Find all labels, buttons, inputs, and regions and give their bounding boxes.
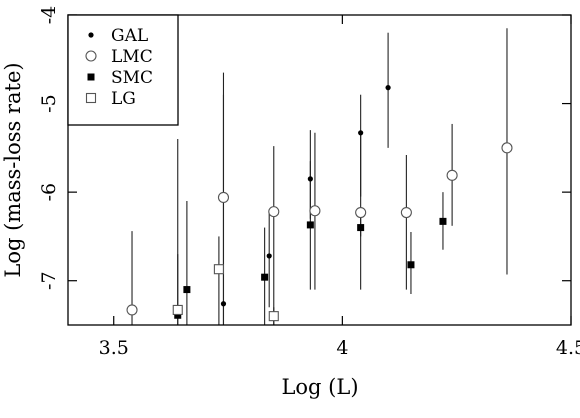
lmc-data-point xyxy=(217,191,230,204)
gal-data-point xyxy=(307,176,313,182)
legend-label-lmc: LMC xyxy=(111,47,153,67)
smc-data-point xyxy=(306,221,314,229)
legend-label-lg: LG xyxy=(111,89,136,109)
y-tick-label: -5 xyxy=(38,94,60,113)
lmc-data-point xyxy=(501,142,513,154)
legend-marker-lmc xyxy=(85,50,97,62)
y-tick-label: -7 xyxy=(38,271,60,290)
x-tick-label: 3.5 xyxy=(99,337,129,359)
y-axis-label: Log (mass-loss rate) xyxy=(1,62,25,277)
x-tick-label: 4 xyxy=(336,337,348,359)
lmc-data-point xyxy=(309,205,321,217)
lmc-data-point xyxy=(446,169,458,181)
legend-box xyxy=(67,14,179,126)
y-axis-ticks: -4 -5 -6 -7 xyxy=(38,6,571,290)
smc-data-point xyxy=(357,224,365,232)
y-tick-label: -4 xyxy=(38,6,60,25)
smc-data-point xyxy=(439,217,447,225)
lmc-data-point xyxy=(355,206,367,219)
lg-data-point xyxy=(213,264,224,275)
data-markers xyxy=(126,85,513,322)
x-axis-label: Log (L) xyxy=(281,375,358,399)
gal-data-point xyxy=(358,130,364,136)
x-axis-ticks: 3.5 4 4.5 xyxy=(99,15,580,359)
smc-data-point xyxy=(183,286,191,294)
y-tick-label: -6 xyxy=(38,183,60,202)
lg-data-point xyxy=(268,311,279,322)
smc-data-point xyxy=(407,261,415,269)
lmc-data-point xyxy=(400,206,412,219)
lmc-data-point xyxy=(126,304,138,316)
gal-data-point xyxy=(266,253,272,259)
x-tick-label: 4.5 xyxy=(556,337,580,359)
plot-frame xyxy=(67,14,572,326)
legend-label-gal: GAL xyxy=(111,26,148,46)
lg-data-point xyxy=(172,304,183,315)
gal-data-point xyxy=(220,301,227,307)
legend-marker-lg xyxy=(85,92,97,104)
legend-label-smc: SMC xyxy=(111,68,153,88)
lmc-data-point xyxy=(268,206,280,218)
gal-data-point xyxy=(385,85,391,91)
legend-marker-gal xyxy=(88,32,94,38)
smc-data-point xyxy=(261,273,269,281)
smc-data-point xyxy=(174,311,182,319)
legend-marker-smc xyxy=(87,73,95,81)
